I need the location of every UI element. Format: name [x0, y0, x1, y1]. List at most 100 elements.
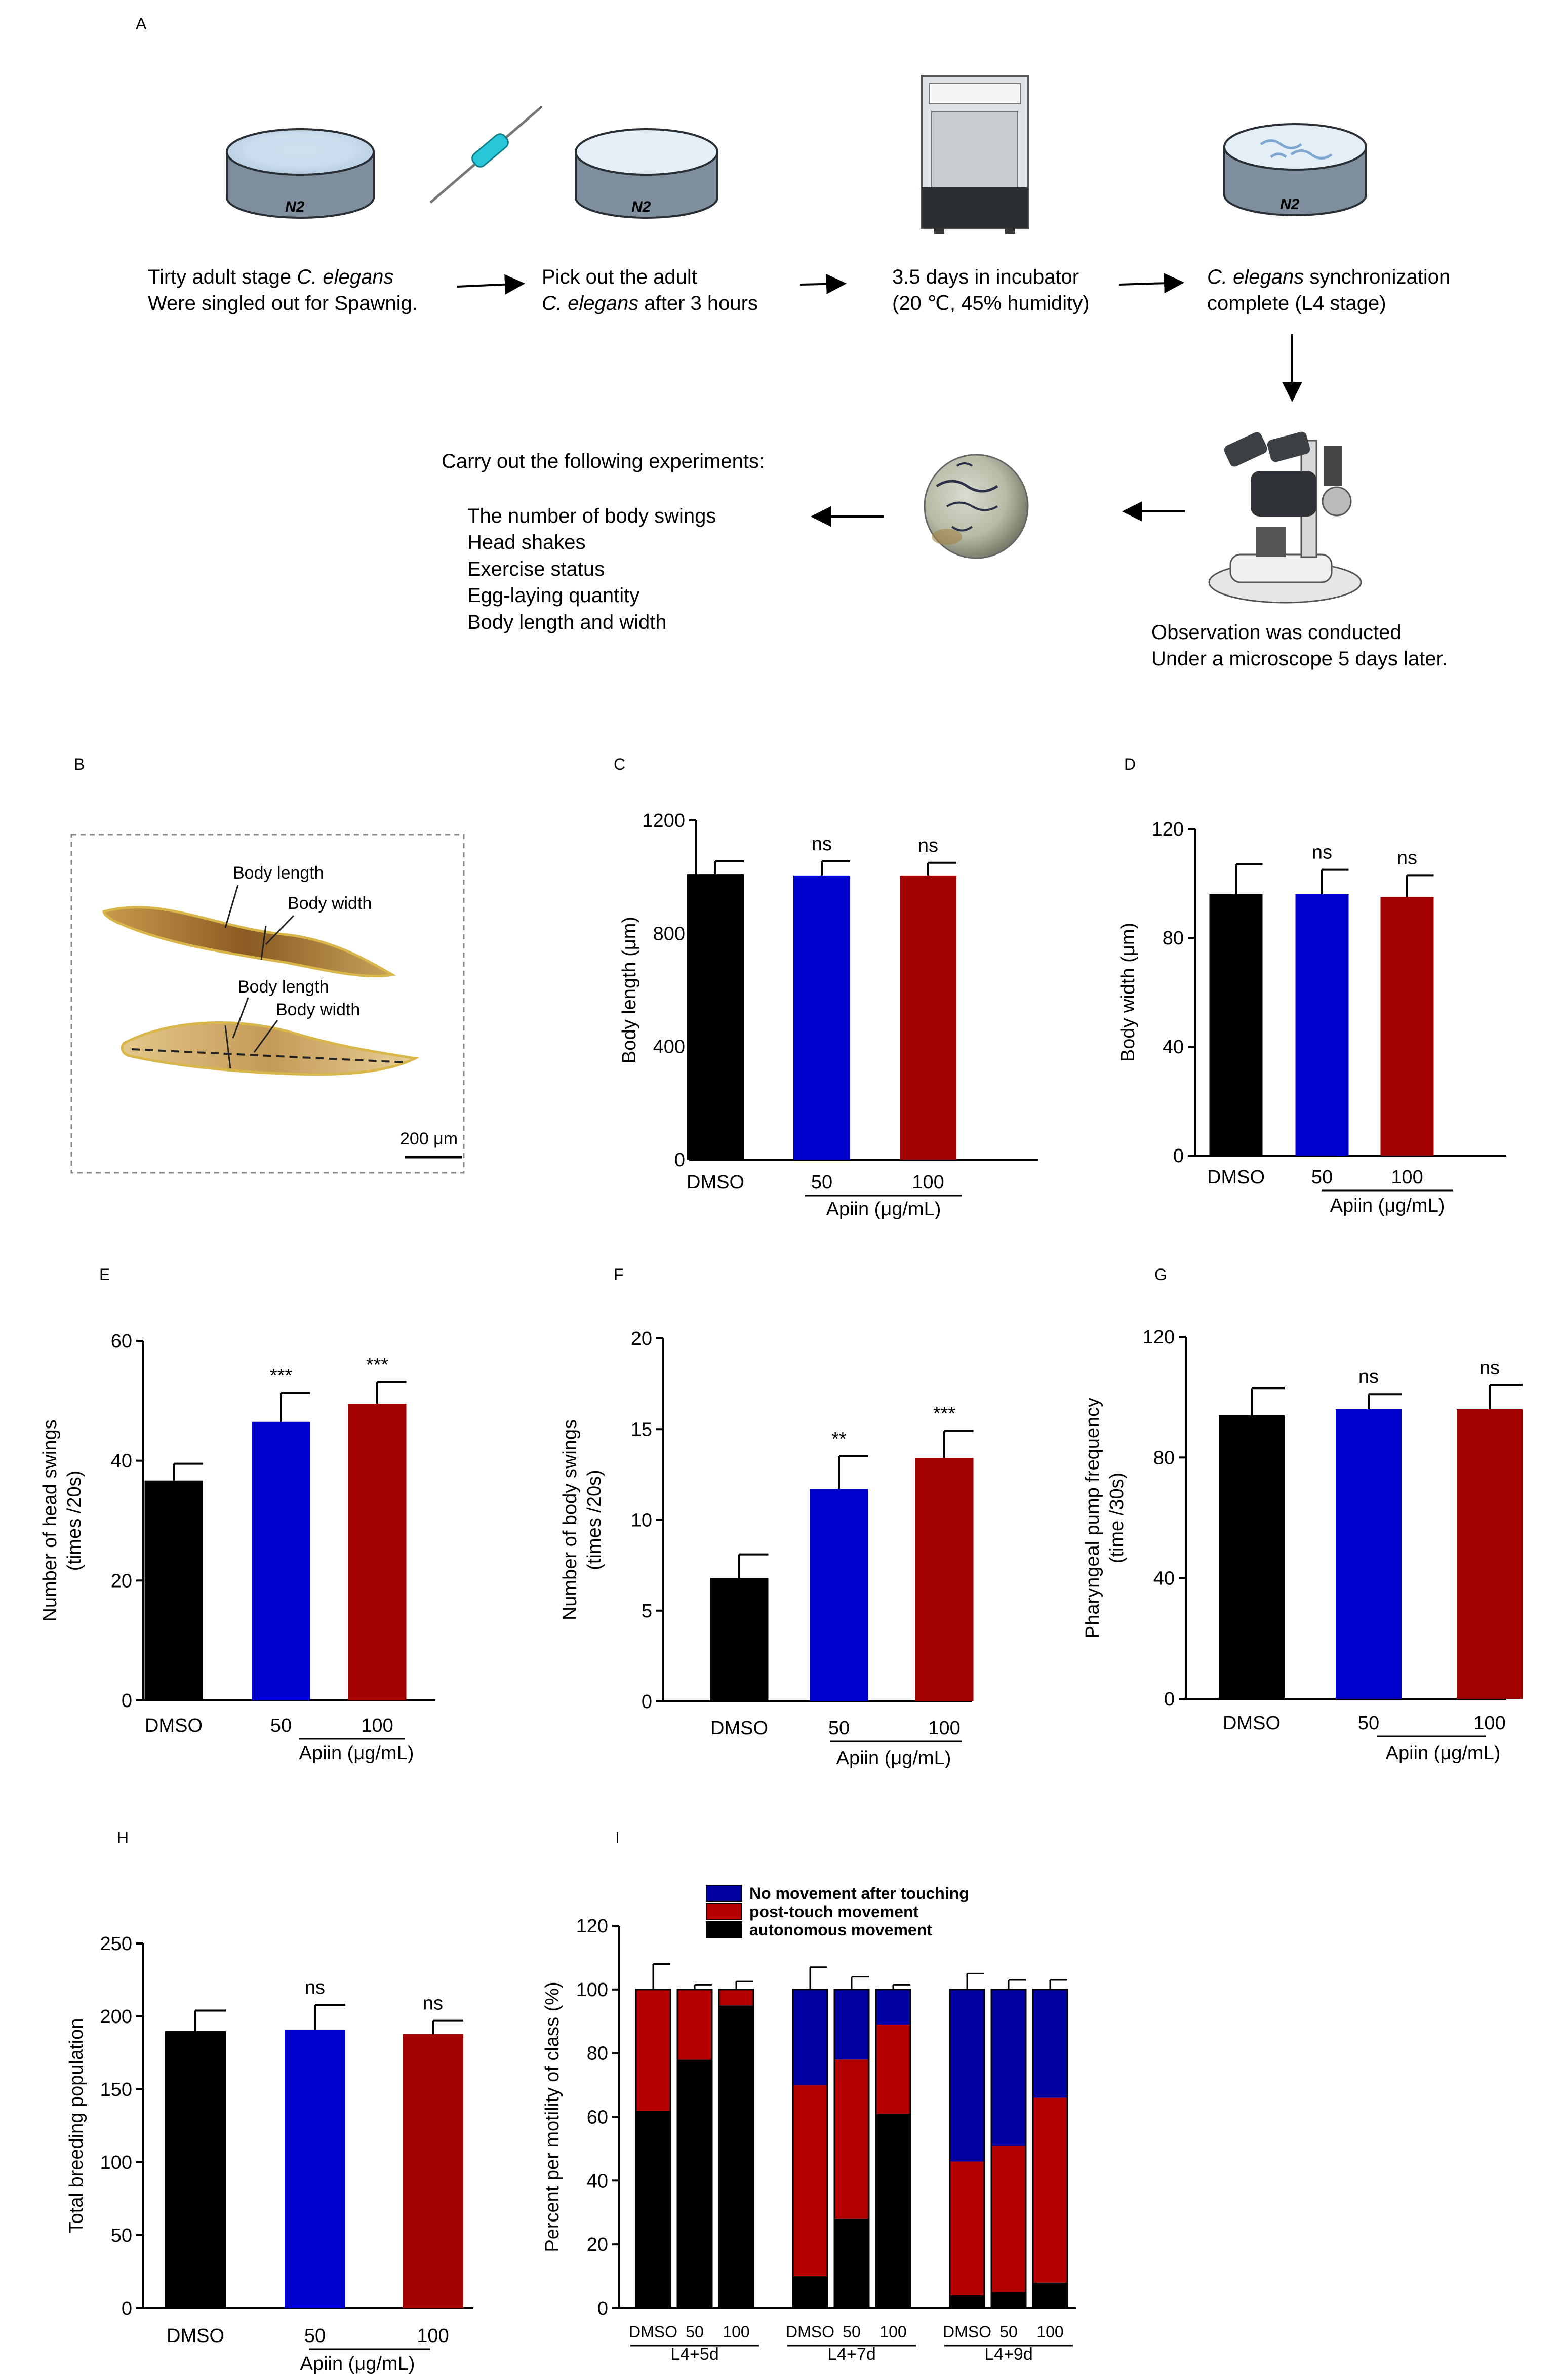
panel-label-c: C [614, 755, 625, 773]
annotation-body-length-2: Body length [238, 977, 329, 997]
flow-arrow-2 [799, 273, 847, 294]
significance-H: ns [305, 1977, 325, 1998]
stack-segment-no-movement-after-touching [950, 1989, 984, 2162]
x-tick-label-H: 50 [304, 2325, 326, 2347]
legend-swatch-1 [706, 1903, 742, 1920]
x-tick-label-E: 100 [361, 1715, 393, 1736]
flow-arrow-1 [457, 274, 525, 295]
y-tick-label-I: 40 [587, 2170, 608, 2192]
bar-D-DMSO [1209, 894, 1263, 1156]
y-tick-label-G: 0 [1164, 1689, 1175, 1710]
legend-label: post-touch movement [749, 1902, 919, 1921]
experiment-item-3: Exercise status [467, 558, 605, 580]
group-label-I: L4+5d [670, 2345, 719, 2364]
x-tick-label-D: 100 [1391, 1167, 1423, 1188]
y-axis-label-H: Total breeding population [66, 2018, 87, 2234]
x-tick-label-G: DMSO [1223, 1713, 1281, 1734]
y-tick-label-I: 20 [587, 2234, 608, 2255]
y-tick-label-H: 100 [100, 2152, 132, 2173]
stack-segment-autonomous-movement [991, 2292, 1026, 2308]
bar-outline-I [1032, 1989, 1068, 2309]
scale-bar-label: 200 μm [400, 1129, 458, 1148]
group-label-H: Apiin (μg/mL) [300, 2353, 415, 2374]
image-frame [70, 834, 465, 1174]
x-tick-label-C: DMSO [687, 1172, 744, 1193]
significance-C: ns [812, 834, 832, 855]
experiment-item-4: Egg-laying quantity [467, 584, 639, 607]
stack-segment-autonomous-movement [636, 2110, 670, 2308]
stack-segment-post-touch-movement [834, 2059, 869, 2219]
group-label-C: Apiin (μg/mL) [826, 1199, 941, 1220]
y-axis-label-I: Percent per motility of class (%) [542, 1981, 563, 2252]
stack-segment-no-movement-after-touching [991, 1989, 1026, 2146]
bar-D-50 [1295, 894, 1349, 1156]
significance-E: *** [366, 1355, 389, 1376]
stack-segment-post-touch-movement [950, 2161, 984, 2295]
y-axis-label-F: (times /20s) [584, 1470, 605, 1570]
x-tick-label-E: DMSO [145, 1715, 203, 1736]
y-tick-label-I: 60 [587, 2107, 608, 2128]
group-label-D: Apiin (μg/mL) [1330, 1195, 1445, 1216]
significance-F: ** [831, 1429, 847, 1450]
bar-outline-I [833, 1989, 870, 2309]
chart-G: 0 40 80 120 Pharyngeal pump frequency (time /… [1082, 1327, 1523, 1764]
bar-H-100 [403, 2034, 463, 2308]
body-length-line [131, 1048, 406, 1063]
bar-E-100 [348, 1404, 407, 1700]
step-4-line-2: complete (L4 stage) [1207, 292, 1386, 314]
x-tick-label-I: 100 [723, 2323, 749, 2341]
bar-outline-I [990, 1989, 1027, 2309]
flow-arrow-3 [1118, 273, 1184, 294]
x-tick-label-I: 100 [1036, 2323, 1063, 2341]
worm-image-top [102, 906, 396, 978]
significance-C: ns [918, 835, 938, 856]
chart-E: 0 20 40 60 Number of head swings (times /20s)… [39, 1331, 435, 1764]
significance-E: *** [270, 1365, 293, 1386]
group-label-F: Apiin (μg/mL) [836, 1748, 951, 1769]
petri-dish-3-icon: N2 [1223, 123, 1367, 216]
bar-G-50 [1336, 1409, 1402, 1699]
stack-segment-post-touch-movement [677, 1989, 712, 2060]
dish-3-label: N2 [1280, 196, 1300, 213]
y-axis-label-G: (time /30s) [1106, 1473, 1128, 1563]
legend-label: No movement after touching [749, 1884, 969, 1902]
y-tick-label-D: 40 [1163, 1037, 1184, 1058]
body-width-marker-top [260, 925, 267, 960]
y-axis-label-D: Body width (μm) [1117, 923, 1139, 1062]
significance-F: *** [933, 1403, 956, 1424]
stack-segment-autonomous-movement [719, 2005, 753, 2308]
y-tick-label-C: 1200 [642, 810, 685, 831]
y-tick-label-G: 120 [1143, 1327, 1175, 1348]
y-tick-label-G: 80 [1153, 1447, 1175, 1469]
y-tick-label-I: 120 [576, 1916, 608, 1937]
bar-G-DMSO [1219, 1415, 1285, 1699]
step-3-line-1: 3.5 days in incubator [892, 266, 1079, 288]
stack-segment-post-touch-movement [991, 2146, 1026, 2292]
y-tick-label-H: 200 [100, 2006, 132, 2028]
chart-F: 0 5 10 15 20 Number of body swings (times /20s… [559, 1328, 974, 1769]
panel-label-e: E [99, 1265, 110, 1284]
microscope-caption-line-1: Observation was conducted [1151, 621, 1402, 644]
panel-label-d: D [1124, 755, 1136, 773]
y-axis-label-C: Body length (μm) [619, 917, 640, 1063]
y-tick-label-E: 0 [122, 1690, 132, 1712]
significance-G: ns [1479, 1357, 1500, 1378]
legend-swatch-0 [706, 1885, 742, 1902]
bar-E-50 [252, 1421, 310, 1700]
y-tick-label-C: 400 [653, 1037, 685, 1058]
pipette-icon [429, 105, 543, 204]
stack-segment-autonomous-movement [1033, 2282, 1067, 2308]
group-label-E: Apiin (μg/mL) [299, 1742, 414, 1764]
petri-dish-1-icon: N2 [226, 128, 375, 219]
annotation-leader-2 [265, 915, 295, 945]
panel-label-i: I [615, 1829, 620, 1847]
significance-D: ns [1397, 847, 1417, 868]
x-tick-label-C: 50 [811, 1172, 832, 1193]
stack-segment-no-movement-after-touching [876, 1989, 910, 2025]
y-tick-label-F: 10 [631, 1510, 652, 1531]
experiment-item-1: The number of body swings [467, 505, 716, 527]
group-label-I: L4+9d [984, 2345, 1033, 2364]
annotation-body-width-1: Body width [288, 894, 372, 913]
y-tick-label-I: 100 [576, 1979, 608, 2001]
